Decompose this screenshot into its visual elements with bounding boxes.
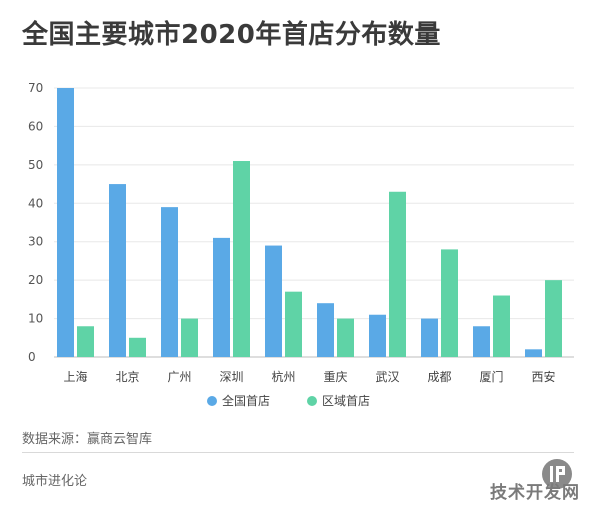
bar-regional xyxy=(233,161,250,357)
bar-national xyxy=(317,303,334,357)
bar-national xyxy=(161,207,178,357)
x-tick-label: 成都 xyxy=(427,370,451,384)
x-tick-label: 重庆 xyxy=(323,370,347,384)
brand-logo-icon xyxy=(542,459,572,489)
bar-regional xyxy=(77,326,94,357)
bar-regional xyxy=(129,337,146,357)
bar-national xyxy=(473,326,490,357)
bar-national xyxy=(525,349,542,357)
watermark-text: 技术开发网 xyxy=(490,483,580,503)
x-tick-label: 深圳 xyxy=(219,370,243,384)
footer-account-name: 城市进化论 xyxy=(22,474,88,489)
y-tick-label: 0 xyxy=(28,350,36,364)
bar-regional xyxy=(389,191,406,357)
y-tick-label: 50 xyxy=(28,158,43,172)
legend-label: 全国首店 xyxy=(222,393,270,408)
legend-label: 区域首店 xyxy=(322,394,370,408)
bar-national xyxy=(421,318,438,357)
bar-regional xyxy=(441,249,458,357)
bar-national xyxy=(369,314,386,357)
x-tick-label: 上海 xyxy=(63,369,87,384)
x-tick-label: 杭州 xyxy=(271,369,295,384)
y-tick-label: 20 xyxy=(28,273,43,287)
x-tick-label: 西安 xyxy=(531,369,555,384)
bar-regional xyxy=(493,295,510,357)
footer-divider xyxy=(22,452,574,453)
x-tick-label: 厦门 xyxy=(479,369,503,384)
chart-title: 全国主要城市2020年首店分布数量 xyxy=(22,20,441,50)
y-tick-label: 30 xyxy=(28,235,43,249)
legend-marker xyxy=(207,396,217,406)
bar-regional xyxy=(545,280,562,357)
x-tick-label: 广州 xyxy=(167,370,191,384)
x-tick-label: 北京 xyxy=(115,370,139,384)
bar-national xyxy=(109,184,126,357)
bar-national xyxy=(265,245,282,357)
x-tick-label: 武汉 xyxy=(375,370,399,384)
data-source-note: 数据来源：赢商云智库 xyxy=(22,432,153,447)
y-tick-label: 10 xyxy=(28,312,43,326)
bar-national xyxy=(57,88,74,357)
bar-national xyxy=(213,237,230,357)
y-tick-label: 60 xyxy=(28,119,43,133)
legend-marker xyxy=(307,396,317,406)
bar-regional xyxy=(285,291,302,357)
bar-regional xyxy=(181,318,198,357)
y-tick-label: 70 xyxy=(28,81,43,95)
y-tick-label: 40 xyxy=(28,196,43,210)
bar-regional xyxy=(337,318,354,357)
